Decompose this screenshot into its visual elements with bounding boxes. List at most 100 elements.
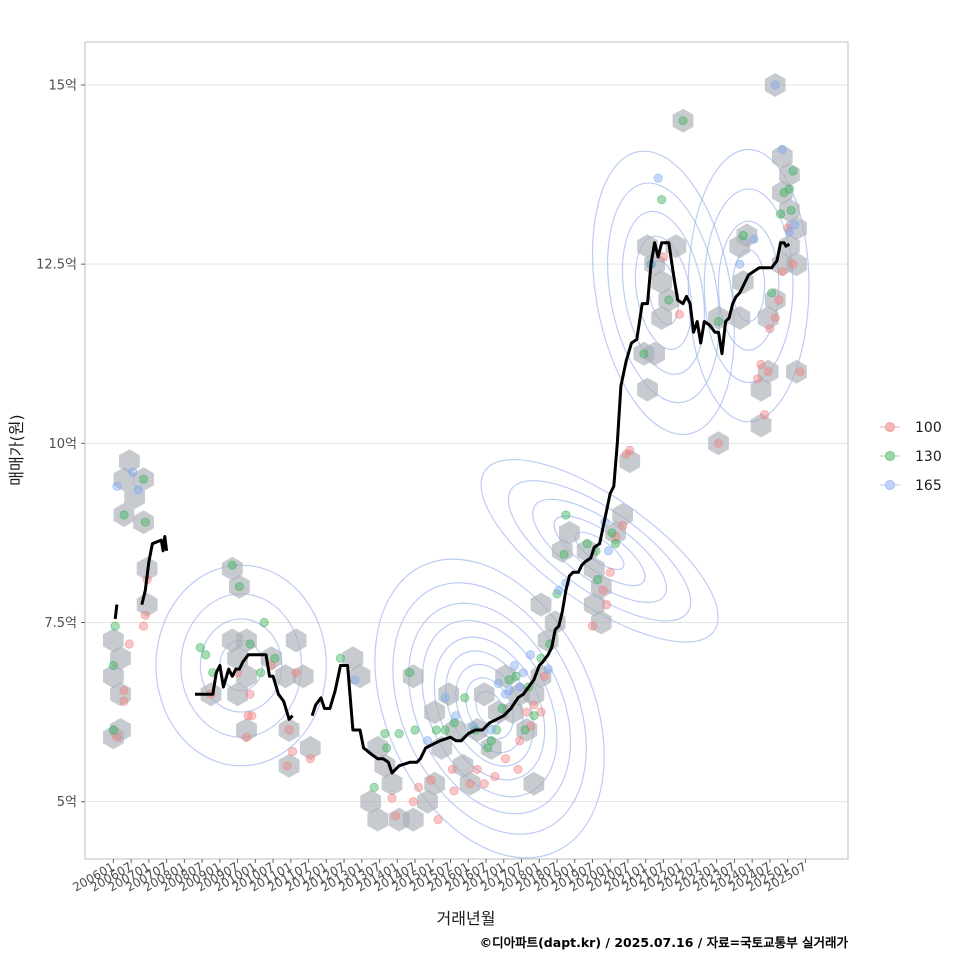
hexbin-cell bbox=[658, 288, 680, 312]
hexbin-cell bbox=[612, 503, 633, 527]
hexbin-cell bbox=[278, 753, 300, 778]
point-100 bbox=[539, 671, 550, 681]
hexbin-cell bbox=[119, 449, 140, 474]
point-100 bbox=[413, 782, 424, 792]
point-165 bbox=[486, 725, 496, 735]
point-130 bbox=[678, 116, 688, 126]
point-165 bbox=[128, 467, 138, 477]
point-165 bbox=[504, 685, 514, 696]
point-100 bbox=[387, 793, 397, 803]
hexbin-cell bbox=[103, 664, 124, 689]
scatter-points bbox=[108, 80, 805, 825]
point-130 bbox=[108, 660, 118, 671]
hexbin-cell bbox=[772, 180, 793, 205]
point-100 bbox=[625, 445, 635, 456]
hexbin-cell bbox=[275, 664, 296, 689]
x-axis-ticks: 2006012006072007012007072008012008072009… bbox=[70, 859, 809, 895]
legend-swatch-100 bbox=[885, 422, 895, 432]
point-100 bbox=[618, 521, 628, 531]
point-130 bbox=[440, 725, 450, 735]
point-130 bbox=[520, 725, 530, 735]
hexbin-cell bbox=[530, 664, 552, 689]
contour-line bbox=[717, 220, 780, 351]
hexbin-cell bbox=[285, 628, 307, 653]
point-130 bbox=[593, 574, 603, 585]
hexbin-cell bbox=[113, 503, 135, 527]
legend: 100 130 165 bbox=[880, 420, 942, 494]
point-130 bbox=[195, 642, 205, 653]
point-100 bbox=[770, 313, 780, 323]
contour-line bbox=[199, 618, 283, 713]
point-130 bbox=[483, 743, 493, 753]
point-130 bbox=[245, 639, 255, 649]
contour-line bbox=[392, 582, 587, 835]
hexbin-cell bbox=[367, 807, 389, 832]
contour-line bbox=[591, 150, 735, 436]
point-165 bbox=[350, 675, 360, 685]
point-130 bbox=[767, 288, 777, 298]
hexbin-cell bbox=[637, 377, 658, 402]
point-100 bbox=[449, 786, 459, 796]
point-130 bbox=[713, 316, 724, 327]
point-100 bbox=[774, 295, 784, 305]
legend-item-100: 100 bbox=[880, 420, 942, 436]
point-100 bbox=[529, 700, 539, 710]
y-tick-label: 10억 bbox=[48, 437, 77, 452]
point-100 bbox=[140, 610, 150, 620]
point-100 bbox=[305, 754, 315, 764]
hexbin-cell bbox=[292, 664, 314, 689]
point-100 bbox=[587, 621, 598, 631]
point-130 bbox=[511, 671, 521, 681]
hexbin-cell bbox=[619, 449, 641, 474]
y-tick-label: 12.5억 bbox=[36, 258, 77, 273]
hexbin-cell bbox=[300, 735, 321, 760]
point-100 bbox=[674, 309, 685, 319]
point-100 bbox=[112, 732, 122, 742]
point-130 bbox=[227, 560, 237, 570]
point-130 bbox=[201, 650, 211, 660]
point-165 bbox=[777, 144, 787, 155]
point-130 bbox=[460, 693, 470, 703]
point-100 bbox=[390, 811, 401, 821]
hexbin-cell bbox=[229, 574, 250, 599]
point-100 bbox=[472, 764, 482, 775]
point-165 bbox=[653, 173, 663, 183]
point-130 bbox=[738, 230, 748, 241]
hexbin-cell bbox=[786, 359, 807, 384]
legend-label-130: 130 bbox=[915, 449, 942, 465]
hexbin-cell bbox=[349, 664, 371, 689]
point-130 bbox=[431, 725, 441, 735]
hexbin-cell bbox=[708, 305, 729, 330]
hexbin-cell bbox=[651, 305, 673, 330]
point-100 bbox=[245, 689, 255, 699]
point-165 bbox=[515, 682, 525, 692]
point-130 bbox=[410, 725, 420, 735]
contour-line bbox=[621, 210, 706, 375]
point-165 bbox=[543, 664, 553, 674]
hexbin-cell bbox=[559, 520, 580, 545]
point-130 bbox=[259, 617, 269, 628]
point-100 bbox=[426, 775, 436, 785]
point-165 bbox=[493, 678, 504, 689]
point-130 bbox=[657, 195, 667, 205]
hexbin-cell bbox=[417, 789, 438, 814]
point-165 bbox=[509, 660, 520, 671]
point-130 bbox=[497, 703, 507, 714]
hexbin-cell bbox=[708, 431, 729, 456]
legend-item-130: 130 bbox=[880, 449, 942, 465]
point-100 bbox=[788, 259, 798, 269]
contour-line bbox=[607, 182, 720, 404]
point-100 bbox=[515, 736, 525, 746]
point-130 bbox=[504, 675, 514, 685]
point-130 bbox=[529, 711, 539, 721]
point-130 bbox=[394, 728, 404, 739]
trend-path bbox=[113, 241, 791, 775]
point-130 bbox=[119, 510, 129, 520]
point-130 bbox=[335, 653, 346, 663]
point-100 bbox=[602, 599, 612, 610]
point-130 bbox=[382, 743, 392, 753]
hexbin-cell bbox=[757, 305, 779, 330]
point-130 bbox=[449, 718, 459, 728]
hexbin-cell bbox=[786, 252, 807, 277]
point-100 bbox=[795, 367, 805, 377]
